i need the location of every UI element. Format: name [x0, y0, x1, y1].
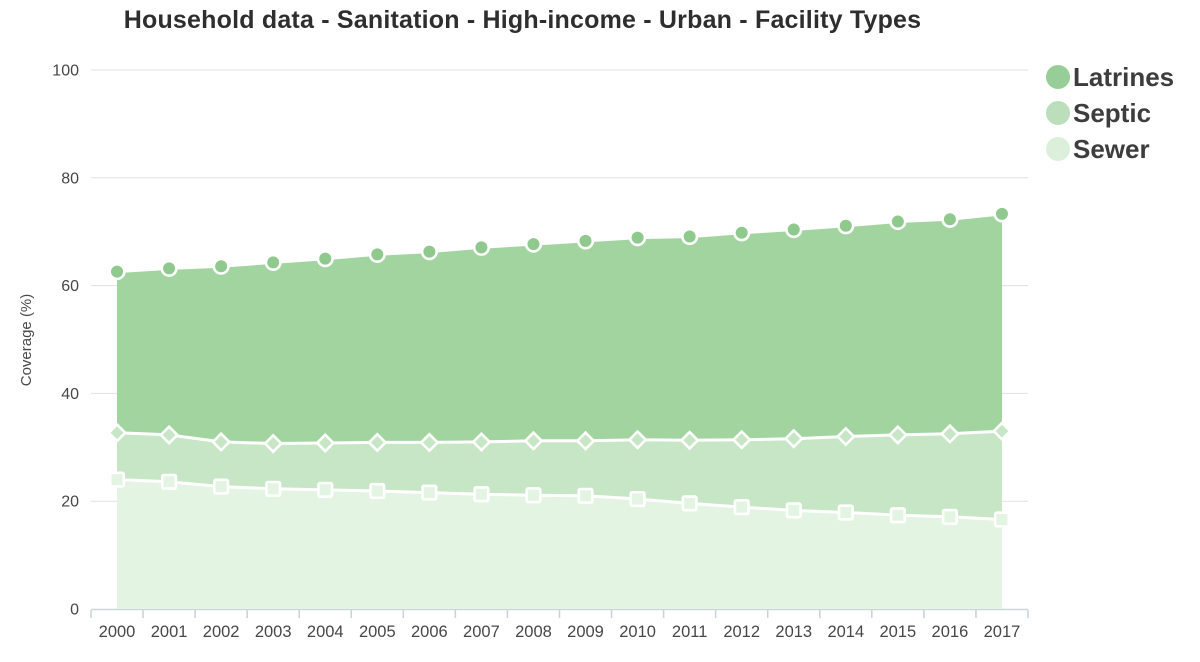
- latrines-marker-2016[interactable]: [941, 210, 959, 228]
- sewer-marker-2009[interactable]: [577, 487, 594, 504]
- septic-marker-2010[interactable]: [627, 429, 648, 450]
- septic-marker-2009[interactable]: [575, 430, 596, 451]
- y-axis-title: Coverage (%): [18, 294, 35, 387]
- sewer-marker-2006[interactable]: [421, 484, 438, 501]
- latrines-marker-2006[interactable]: [420, 243, 438, 261]
- septic-marker-2016[interactable]: [939, 423, 960, 444]
- legend-label: Septic: [1073, 97, 1152, 128]
- y-tick-label-100: 100: [52, 63, 79, 80]
- x-tick-label-2013: 2013: [775, 623, 812, 641]
- x-tick-label-2007: 2007: [463, 623, 500, 641]
- septic-marker-2003[interactable]: [263, 433, 284, 454]
- sewer-marker-2017[interactable]: [993, 511, 1011, 528]
- legend-item-sewer[interactable]: Sewer: [1046, 131, 1174, 167]
- latrines-marker-2013[interactable]: [785, 220, 803, 239]
- septic-marker-2011[interactable]: [679, 430, 700, 451]
- sewer-marker-2016[interactable]: [941, 508, 959, 525]
- latrines-marker-2004[interactable]: [316, 250, 334, 268]
- y-tick-label-40: 40: [61, 386, 79, 403]
- latrines-marker-2002[interactable]: [212, 257, 230, 275]
- latrines-line: [116, 212, 1003, 274]
- legend: Latrines Septic Sewer: [1046, 59, 1174, 167]
- sewer-marker-2001[interactable]: [160, 473, 178, 490]
- latrines-marker-2008[interactable]: [524, 235, 543, 253]
- legend-label: Sewer: [1073, 133, 1150, 164]
- x-tick-label-2005: 2005: [359, 623, 396, 641]
- legend-label: Latrines: [1073, 61, 1175, 92]
- x-tick-label-2004: 2004: [307, 623, 344, 641]
- sewer-marker-2015[interactable]: [889, 507, 906, 524]
- latrines-marker-2003[interactable]: [264, 253, 282, 272]
- x-tick-label-2017: 2017: [984, 623, 1021, 641]
- x-tick-label-2009: 2009: [567, 623, 604, 641]
- latrines-marker-2010[interactable]: [628, 229, 647, 247]
- sewer-marker-2004[interactable]: [317, 481, 334, 498]
- sewer-area: [117, 479, 1002, 609]
- septic-marker-2007[interactable]: [471, 431, 492, 452]
- x-tick-label-2000: 2000: [99, 623, 136, 641]
- latrines-marker-2017[interactable]: [993, 205, 1011, 223]
- x-tick-label-2015: 2015: [880, 623, 917, 641]
- latrines-marker-2005[interactable]: [368, 245, 386, 263]
- x-tick-label-2003: 2003: [255, 623, 292, 641]
- septic-marker-2005[interactable]: [367, 432, 388, 453]
- chart-title: Household data - Sanitation - High-incom…: [123, 6, 922, 34]
- latrines-marker-2012[interactable]: [733, 224, 751, 242]
- sewer-marker-2010[interactable]: [629, 490, 646, 508]
- latrines-marker-2015[interactable]: [889, 212, 907, 231]
- x-tick-label-2011: 2011: [672, 623, 707, 641]
- septic-marker-2014[interactable]: [835, 426, 856, 447]
- x-tick-label-2006: 2006: [411, 623, 448, 641]
- y-tick-label-80: 80: [61, 170, 79, 187]
- sewer-marker-2012[interactable]: [733, 499, 750, 516]
- septic-marker-2015[interactable]: [887, 424, 908, 445]
- legend-swatch-icon: [1046, 101, 1070, 125]
- septic-marker-2006[interactable]: [419, 432, 440, 453]
- sewer-marker-2013[interactable]: [785, 502, 802, 519]
- y-tick-label-0: 0: [70, 602, 79, 619]
- x-tick-label-2014: 2014: [827, 623, 864, 641]
- x-tick-label-2008: 2008: [515, 623, 552, 641]
- septic-marker-2017[interactable]: [991, 421, 1013, 442]
- sewer-line: [116, 478, 1003, 521]
- legend-swatch-icon: [1046, 137, 1070, 161]
- sewer-marker-2000[interactable]: [108, 471, 126, 488]
- septic-marker-2004[interactable]: [315, 432, 336, 454]
- legend-item-latrines[interactable]: Latrines: [1046, 59, 1174, 95]
- y-tick-label-20: 20: [61, 494, 79, 511]
- septic-marker-2013[interactable]: [783, 428, 804, 449]
- sewer-marker-2005[interactable]: [369, 482, 386, 500]
- septic-marker-2012[interactable]: [731, 429, 752, 450]
- sewer-marker-2014[interactable]: [837, 504, 854, 521]
- septic-marker-2000[interactable]: [106, 422, 128, 443]
- sewer-marker-2008[interactable]: [525, 487, 542, 504]
- latrines-marker-2001[interactable]: [160, 259, 178, 277]
- latrines-marker-2000[interactable]: [108, 262, 126, 281]
- sewer-marker-2003[interactable]: [265, 480, 282, 497]
- x-tick-label-2016: 2016: [932, 623, 969, 641]
- latrines-marker-2011[interactable]: [681, 227, 699, 246]
- latrines-marker-2009[interactable]: [576, 232, 595, 250]
- latrines-marker-2007[interactable]: [472, 238, 491, 256]
- septic-marker-2002[interactable]: [211, 431, 232, 452]
- x-tick-label-2002: 2002: [203, 623, 240, 641]
- x-tick-label-2010: 2010: [619, 623, 656, 641]
- sewer-marker-2011[interactable]: [681, 495, 698, 512]
- legend-swatch-icon: [1046, 65, 1070, 89]
- septic-marker-2001[interactable]: [159, 424, 180, 445]
- y-tick-label-60: 60: [61, 278, 79, 295]
- sewer-marker-2007[interactable]: [473, 486, 490, 503]
- x-tick-label-2001: 2001: [151, 623, 188, 641]
- legend-item-septic[interactable]: Septic: [1046, 95, 1174, 131]
- septic-marker-2008[interactable]: [523, 430, 544, 451]
- sewer-marker-2002[interactable]: [213, 478, 230, 495]
- x-tick-label-2012: 2012: [723, 623, 760, 641]
- latrines-marker-2014[interactable]: [837, 217, 855, 235]
